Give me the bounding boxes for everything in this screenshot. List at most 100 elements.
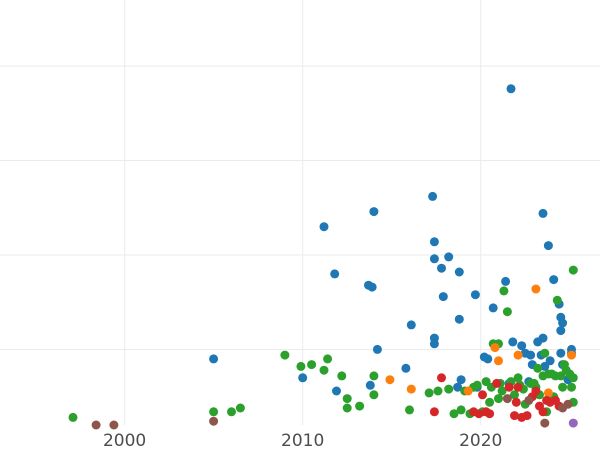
data-point: [319, 365, 329, 375]
data-point: [453, 382, 463, 392]
data-point: [365, 380, 375, 390]
data-point: [510, 390, 519, 400]
data-point: [330, 269, 340, 279]
data-point: [499, 286, 509, 296]
data-point: [538, 333, 548, 343]
data-point: [449, 409, 459, 419]
grid: [0, 0, 600, 425]
data-point: [369, 207, 379, 217]
data-point: [522, 411, 532, 421]
data-point: [568, 265, 578, 275]
data-point: [406, 384, 416, 394]
data-point: [513, 382, 523, 392]
data-point: [296, 361, 306, 371]
data-point: [401, 363, 411, 373]
data-point: [227, 407, 236, 417]
data-point: [531, 386, 541, 396]
data-point: [456, 405, 466, 415]
data-point: [513, 350, 523, 360]
data-point: [494, 394, 503, 404]
data-point: [526, 350, 536, 360]
data-point: [501, 276, 511, 286]
data-point: [543, 388, 553, 398]
data-point: [506, 84, 516, 94]
data-point: [568, 373, 578, 383]
data-point: [540, 418, 550, 428]
x-tick-label: 2000: [103, 431, 146, 450]
data-point: [540, 361, 550, 371]
data-point: [342, 403, 352, 413]
data-point: [470, 290, 480, 300]
data-point: [543, 241, 553, 251]
data-point: [558, 382, 568, 392]
data-point: [567, 350, 576, 360]
data-point: [433, 386, 443, 396]
data-point: [429, 339, 439, 349]
data-point: [563, 399, 573, 409]
data-point: [538, 208, 548, 218]
data-point: [444, 384, 454, 394]
data-point: [406, 320, 416, 330]
data-point: [508, 337, 518, 347]
data-points: [68, 84, 578, 430]
data-point: [369, 390, 379, 400]
data-point: [337, 371, 347, 381]
data-point: [454, 267, 464, 277]
data-point: [483, 354, 493, 364]
data-point: [385, 375, 395, 385]
data-point: [490, 343, 500, 353]
data-point: [556, 326, 566, 336]
data-point: [298, 373, 308, 383]
data-point: [355, 401, 365, 411]
data-point: [474, 409, 484, 419]
data-point: [531, 284, 541, 294]
data-point: [549, 275, 559, 285]
data-point: [367, 282, 377, 292]
data-point: [472, 380, 482, 390]
data-point: [428, 191, 438, 201]
data-point: [567, 382, 576, 392]
data-point: [511, 397, 521, 407]
data-point: [545, 356, 555, 366]
data-point: [568, 418, 578, 428]
data-point: [68, 412, 78, 422]
data-point: [332, 386, 341, 396]
data-point: [538, 407, 548, 417]
data-point: [540, 348, 550, 358]
data-point: [502, 394, 512, 404]
data-point: [369, 371, 379, 381]
data-point: [485, 397, 495, 407]
x-tick-label: 2010: [281, 431, 324, 450]
data-point: [438, 292, 448, 302]
data-point: [454, 314, 464, 324]
data-point: [481, 377, 491, 387]
data-point: [524, 395, 534, 405]
data-point: [463, 386, 473, 396]
data-point: [209, 416, 219, 426]
data-point: [504, 382, 514, 392]
data-point: [280, 350, 290, 360]
data-point: [209, 407, 219, 417]
data-point: [307, 360, 317, 370]
data-point: [492, 378, 502, 388]
data-point: [323, 354, 333, 364]
x-axis-tick-labels: 2000 2010 2020: [103, 431, 502, 450]
data-point: [497, 386, 507, 396]
data-point: [513, 373, 523, 383]
data-point: [502, 307, 512, 317]
data-point: [558, 318, 568, 328]
data-point: [556, 348, 566, 358]
data-point: [424, 388, 434, 398]
data-point: [488, 303, 498, 313]
data-point: [510, 411, 519, 421]
data-point: [405, 405, 414, 415]
data-point: [485, 409, 495, 419]
data-point: [209, 354, 219, 364]
data-point: [429, 407, 439, 417]
data-point: [342, 394, 352, 404]
data-point: [109, 420, 119, 430]
data-point: [494, 356, 503, 366]
data-point: [429, 254, 439, 264]
data-point: [235, 403, 245, 413]
